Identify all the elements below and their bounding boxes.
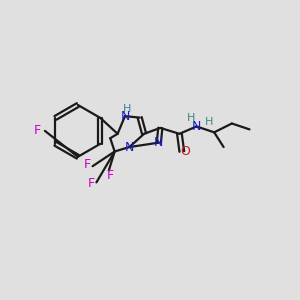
Text: N: N [125,141,134,154]
Text: F: F [88,177,95,190]
Text: N: N [120,110,130,123]
Text: N: N [192,120,201,133]
Text: F: F [107,169,114,182]
Text: H: H [186,112,195,123]
Text: H: H [123,104,131,114]
Text: O: O [180,145,190,158]
Text: H: H [205,117,213,127]
Text: N: N [154,136,164,149]
Text: F: F [34,124,41,137]
Text: F: F [84,158,91,171]
